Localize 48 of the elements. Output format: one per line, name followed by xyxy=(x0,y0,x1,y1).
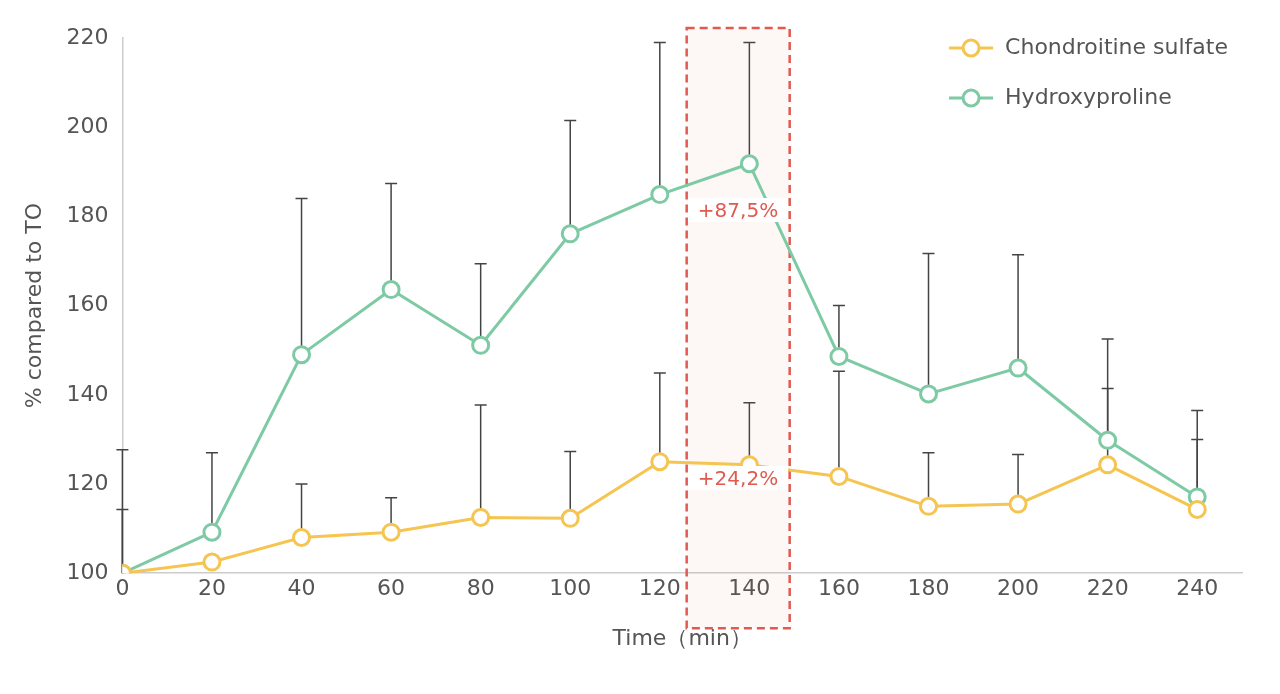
x-tick-label: 0 xyxy=(115,575,130,601)
point xyxy=(471,507,491,527)
point xyxy=(919,496,939,516)
x-tick-label: 140 xyxy=(728,575,771,601)
point xyxy=(1187,499,1207,519)
x-tick-label: 100 xyxy=(549,575,592,601)
point xyxy=(381,280,401,300)
point xyxy=(202,522,222,542)
legend-label: Hydroxyproline xyxy=(1005,83,1172,109)
point xyxy=(292,528,312,548)
point xyxy=(292,345,312,365)
point xyxy=(560,508,580,528)
annotation: +24,2% xyxy=(688,466,788,490)
y-tick-label: 180 xyxy=(66,202,109,228)
point xyxy=(650,185,670,205)
x-tick-label: 240 xyxy=(1176,575,1219,601)
x-tick-label: 20 xyxy=(197,575,226,601)
point xyxy=(1008,494,1028,514)
point xyxy=(1098,430,1118,450)
x-tick-label: 40 xyxy=(287,575,316,601)
legend-label: Chondroitine sulfate xyxy=(1005,33,1228,59)
y-tick-label: 220 xyxy=(66,23,109,49)
x-tick-label: 160 xyxy=(817,575,860,601)
y-tick-label: 120 xyxy=(66,469,109,495)
point xyxy=(202,552,222,572)
point xyxy=(1008,358,1028,378)
x-tick-label: 200 xyxy=(997,575,1040,601)
point xyxy=(829,466,849,486)
point xyxy=(471,335,491,355)
point xyxy=(1098,455,1118,475)
point xyxy=(560,224,580,244)
y-axis-title: % compared to TO xyxy=(20,202,46,409)
x-tick-label: 120 xyxy=(638,575,681,601)
point xyxy=(739,154,759,174)
point xyxy=(381,522,401,542)
x-axis-title: Time（min） xyxy=(611,624,752,650)
y-tick-label: 200 xyxy=(66,112,109,138)
y-tick-label: 160 xyxy=(66,291,109,317)
x-tick-label: 180 xyxy=(907,575,950,601)
y-tick-label: 100 xyxy=(66,558,109,584)
x-tick-label: 220 xyxy=(1086,575,1129,601)
y-tick-label: 140 xyxy=(66,380,109,406)
point xyxy=(919,384,939,404)
point xyxy=(829,346,849,366)
x-tick-label: 80 xyxy=(466,575,495,601)
x-tick-label: 60 xyxy=(377,575,406,601)
annotation: +87,5% xyxy=(688,198,788,222)
point xyxy=(650,452,670,472)
